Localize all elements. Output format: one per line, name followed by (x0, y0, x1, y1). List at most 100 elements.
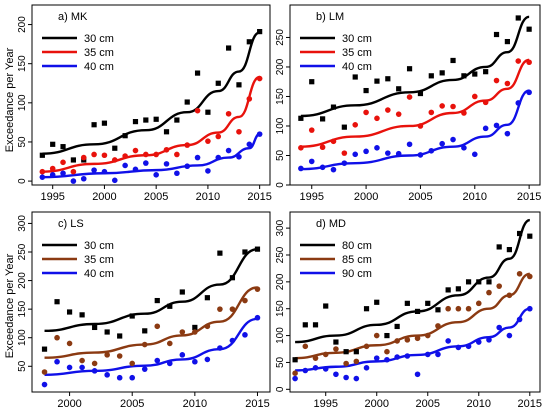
data-point (506, 292, 513, 299)
y-axis-label-top: Exceedance per Year (4, 47, 16, 152)
y-tick-label: 150 (275, 300, 286, 317)
data-point (104, 372, 110, 378)
data-point (450, 57, 456, 64)
data-point (41, 346, 48, 352)
x-tick-label: 1995 (299, 191, 323, 203)
data-point (302, 322, 308, 328)
legend-label: 30 cm (342, 33, 372, 45)
data-point (142, 328, 148, 334)
data-point (91, 360, 98, 367)
y-tick-label: 50 (17, 136, 28, 148)
data-point (153, 116, 159, 122)
data-point (246, 96, 253, 102)
y-tick-label: 100 (275, 327, 286, 344)
x-tick-label: 2005 (416, 398, 440, 410)
data-point (153, 151, 159, 158)
data-point (428, 73, 434, 79)
data-point (322, 366, 329, 372)
data-point (166, 340, 173, 347)
data-point (428, 147, 435, 154)
data-point (425, 300, 431, 306)
data-point (333, 371, 339, 378)
data-point (320, 116, 326, 122)
data-point (455, 344, 462, 351)
data-point (91, 122, 97, 128)
data-point (439, 103, 445, 109)
x-tick-label: 2010 (196, 191, 220, 203)
data-point (486, 279, 492, 285)
data-point (143, 151, 149, 158)
data-point (435, 323, 441, 329)
data-point (330, 138, 337, 145)
data-point (363, 109, 369, 116)
x-tick-label: 1995 (40, 191, 64, 203)
data-point (526, 26, 532, 32)
y-tick-label: 200 (275, 273, 286, 290)
data-point (54, 358, 60, 365)
data-point (353, 375, 360, 382)
data-point (363, 306, 370, 312)
data-point (179, 352, 186, 358)
y-tick-label: 50 (275, 356, 286, 368)
data-point (455, 305, 462, 312)
data-point (526, 273, 533, 280)
x-tick-label: 2000 (57, 398, 81, 410)
data-point (424, 351, 431, 358)
data-point (493, 31, 500, 38)
legend-label: 30 cm (84, 240, 114, 252)
data-point (153, 172, 159, 178)
fit-line (44, 247, 258, 333)
data-point (225, 147, 232, 154)
data-point (163, 146, 170, 153)
y-tick-label: 0 (17, 178, 28, 184)
data-point (154, 297, 160, 304)
data-point (132, 166, 139, 173)
data-point (465, 343, 472, 350)
data-point (374, 299, 380, 305)
data-point (292, 370, 298, 376)
data-point (493, 122, 500, 129)
data-point (395, 111, 402, 117)
data-point (312, 355, 319, 361)
data-point (450, 136, 456, 143)
data-point (242, 332, 248, 338)
data-point (122, 162, 128, 169)
data-point (343, 349, 349, 355)
data-point (132, 119, 139, 125)
data-point (116, 374, 123, 381)
data-point (80, 154, 87, 161)
data-point (394, 338, 400, 344)
data-point (333, 339, 339, 345)
data-point (217, 250, 223, 256)
data-point (516, 316, 523, 323)
data-point (39, 152, 45, 158)
data-point (308, 158, 315, 165)
x-tick-label: 2015 (247, 191, 271, 203)
data-point (41, 381, 48, 388)
data-point (41, 369, 48, 375)
x-tick-label: 2005 (144, 191, 168, 203)
panel-md: 1995 2000 2005 2010 2015 0 50 100 150 200 250 300 d)… (275, 211, 542, 410)
data-point (192, 329, 198, 335)
data-point (465, 279, 472, 285)
data-point (424, 332, 431, 339)
data-point (506, 247, 512, 253)
data-point (417, 152, 424, 158)
panel-label: d) MD (316, 218, 346, 230)
data-point (226, 45, 232, 51)
x-tick-label: 1995 (313, 398, 337, 410)
data-point (246, 39, 252, 45)
fit-line (42, 31, 261, 155)
data-point (91, 368, 98, 374)
fit-line (44, 286, 258, 359)
y-tick-label: 250 (17, 243, 28, 260)
x-tick-label: 2015 (518, 398, 542, 410)
legend-label: 35 cm (342, 47, 372, 59)
data-point (215, 80, 221, 86)
data-point (341, 124, 347, 130)
data-point (66, 340, 73, 347)
panel-mk: 1995 2000 2005 2010 2015 0 50 100 150 200 a) MK 30 … (17, 4, 272, 203)
data-point (166, 360, 173, 367)
data-point (384, 348, 390, 355)
data-point (496, 244, 502, 250)
